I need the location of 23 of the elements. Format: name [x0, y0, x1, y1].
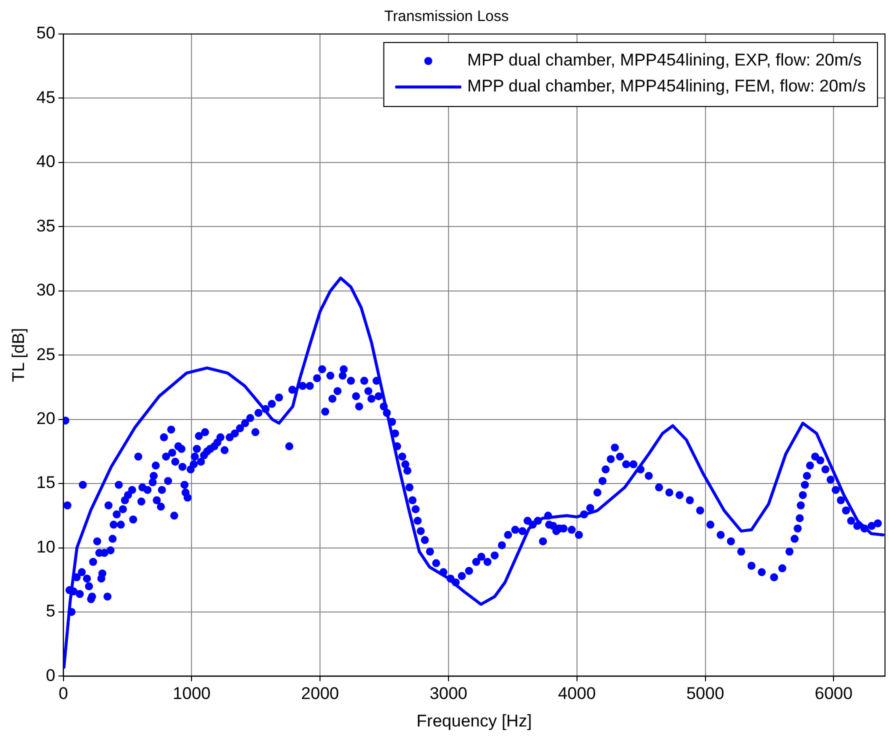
x-tick-label: 1000	[172, 684, 211, 704]
y-tick-label: 35	[36, 216, 56, 236]
y-tick-label: 30	[36, 280, 56, 300]
y-tick-label: 25	[36, 344, 56, 364]
y-tick-label: 5	[46, 602, 56, 621]
legend-label: MPP dual chamber, MPP454lining, FEM, flow: 20m/s	[467, 76, 866, 96]
x-tick-label: 0	[58, 684, 68, 704]
x-tick-label: 3000	[430, 684, 468, 704]
x-tick-label: 5000	[686, 684, 724, 704]
y-tick-label: 10	[36, 537, 56, 556]
y-tick-label: 0	[46, 666, 56, 685]
x-tick-label: 2000	[301, 684, 339, 704]
x-tick-label: 6000	[814, 684, 853, 704]
y-axis-title: TL [dB]	[8, 328, 28, 382]
x-tick-label: 4000	[558, 684, 596, 704]
legend-label: MPP dual chamber, MPP454lining, EXP, flow: 20m/s	[467, 50, 862, 70]
chart-title: Transmission Loss	[384, 8, 509, 26]
y-tick-label: 50	[36, 24, 56, 43]
y-tick-label: 20	[36, 409, 56, 428]
y-tick-label: 40	[36, 152, 56, 172]
y-tick-label: 15	[36, 473, 56, 492]
y-tick-label: 45	[36, 88, 56, 107]
x-axis-title: Frequency [Hz]	[416, 711, 532, 730]
